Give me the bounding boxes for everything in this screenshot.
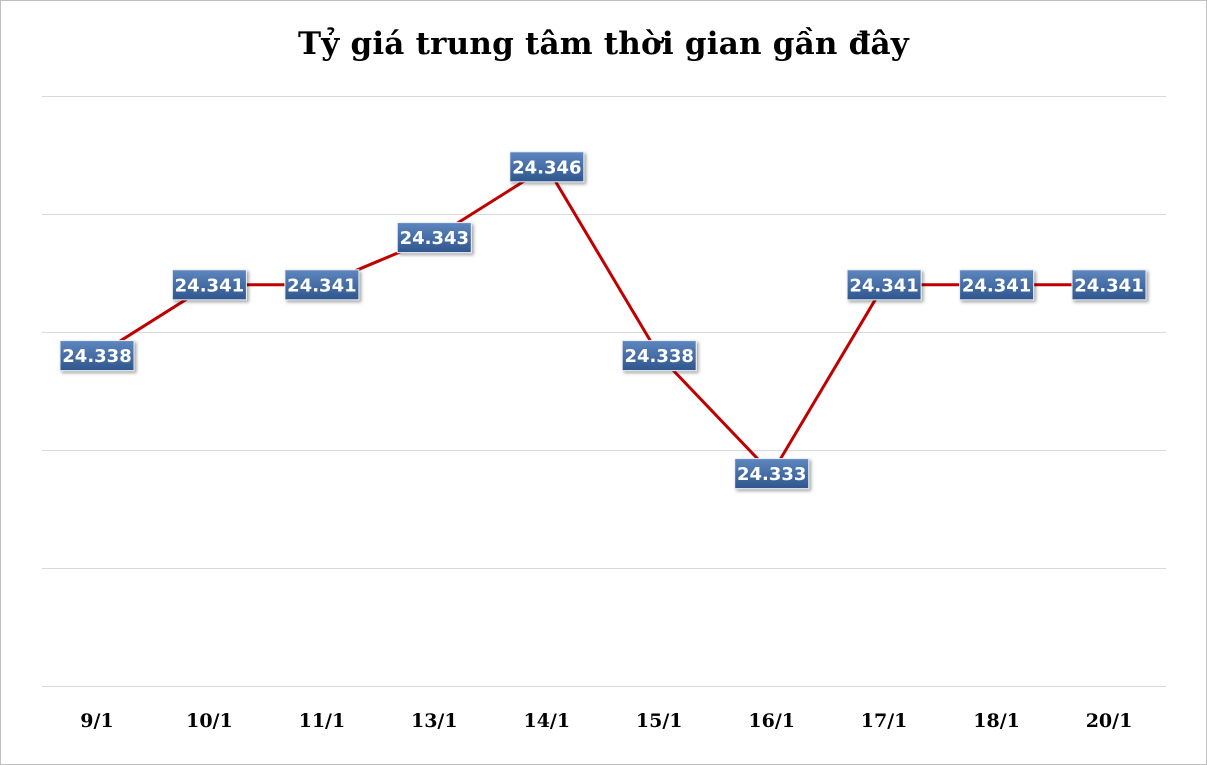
data-label-text: 24.341	[175, 275, 244, 296]
data-label-text: 24.341	[287, 275, 356, 296]
gridlines	[42, 96, 1166, 687]
chart-title: Tỷ giá trung tâm thời gian gần đây	[297, 26, 910, 62]
data-labels: 24.338 24.341 24.341 24.343 24.346 24.338 24.3…	[59, 151, 1147, 490]
data-label: 24.343	[396, 222, 472, 254]
data-label-text: 24.341	[962, 275, 1031, 296]
x-tick-label: 15/1	[636, 710, 683, 732]
data-label: 24.341	[846, 269, 922, 301]
x-tick-label: 9/1	[80, 710, 113, 732]
series-line	[96, 165, 1109, 476]
data-label-box	[396, 222, 472, 254]
x-tick-label: 20/1	[1086, 710, 1133, 732]
data-label-box	[1071, 269, 1147, 301]
x-tick-label: 11/1	[299, 710, 346, 732]
x-tick-label: 14/1	[523, 710, 570, 732]
data-label-text: 24.338	[62, 346, 131, 367]
x-tick-label: 17/1	[861, 710, 908, 732]
data-label-box	[509, 151, 585, 183]
data-label-box	[59, 340, 135, 372]
data-label-text: 24.341	[849, 275, 918, 296]
x-tick-label: 10/1	[186, 710, 233, 732]
data-label-box	[846, 269, 922, 301]
data-label-box	[171, 269, 247, 301]
data-label: 24.333	[734, 458, 810, 490]
data-label-text: 24.343	[400, 228, 469, 249]
x-tick-label: 16/1	[748, 710, 795, 732]
data-label: 24.341	[959, 269, 1035, 301]
data-label-text: 24.338	[624, 346, 693, 367]
data-label-text: 24.341	[1074, 275, 1143, 296]
data-label-box	[959, 269, 1035, 301]
data-label-box	[621, 340, 697, 372]
data-label: 24.346	[509, 151, 585, 183]
data-label: 24.341	[284, 269, 360, 301]
series-line-group	[96, 165, 1109, 476]
data-label: 24.341	[171, 269, 247, 301]
data-label-text: 24.333	[737, 464, 806, 485]
data-label-box	[734, 458, 810, 490]
data-label: 24.341	[1071, 269, 1147, 301]
x-tick-label: 18/1	[973, 710, 1020, 732]
x-axis-ticks: 9/1 10/1 11/1 13/1 14/1 15/1 16/1 17/1 18/1 20/1	[80, 710, 1132, 732]
data-label-text: 24.346	[512, 157, 581, 178]
data-label-box	[284, 269, 360, 301]
data-label: 24.338	[621, 340, 697, 372]
x-tick-label: 13/1	[411, 710, 458, 732]
data-label: 24.338	[59, 340, 135, 372]
